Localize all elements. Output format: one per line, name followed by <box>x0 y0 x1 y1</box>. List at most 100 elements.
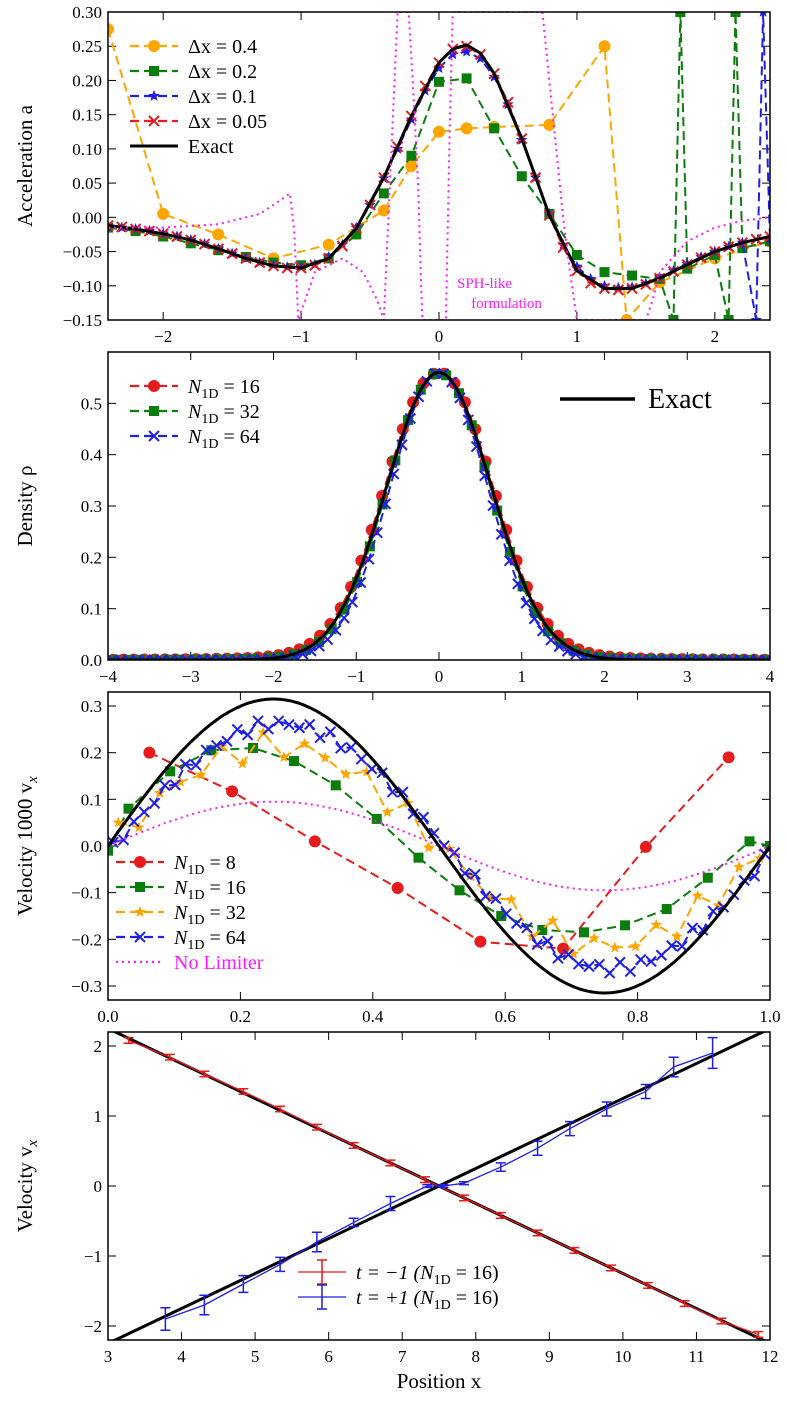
series-n1d-64-marker <box>221 735 233 747</box>
legend-label: N1D = 32 <box>187 401 260 427</box>
series-n1d-32-marker <box>547 914 559 926</box>
series-n1d-16-marker <box>371 813 382 824</box>
x-tick-label: 1 <box>518 667 527 686</box>
series-n1d-64-marker <box>117 834 130 846</box>
x-tick-label: 6 <box>324 1347 333 1366</box>
legend-label: N1D = 16 <box>173 877 246 903</box>
series-n1d-32-marker <box>657 654 668 660</box>
series-t-1-n1d-16-errorbar <box>164 1053 175 1061</box>
x-tick-label: 4 <box>766 667 775 686</box>
legend: t = −1 (N1D = 16)t = +1 (N1D = 16) <box>298 1259 499 1313</box>
y-tick-label: −0.1 <box>71 884 102 903</box>
series-n1d-16-line <box>108 746 770 934</box>
series-t-1-n1d-16-errorbar <box>532 1140 543 1156</box>
series-x-0-2-marker <box>489 123 500 134</box>
y-tick-label: 0.00 <box>72 208 102 227</box>
x-tick-label: 0.2 <box>230 1007 251 1026</box>
x-tick-label: 0.6 <box>495 1007 516 1026</box>
series-no-limiter <box>108 800 770 892</box>
series-n1d-64-marker <box>159 779 171 792</box>
series-n1d-32-marker <box>517 581 528 592</box>
x-tick-label: −1 <box>292 327 310 346</box>
series-n1d-16 <box>108 743 770 938</box>
series-x-0-2-marker <box>158 231 169 242</box>
x-tick-label: 0.0 <box>97 1007 118 1026</box>
series-t-1-n1d-16-errorbar <box>438 1183 449 1189</box>
series-n1d-64-marker <box>593 958 606 971</box>
series-n1d-32-marker <box>339 604 350 615</box>
series-t-1-n1d-16-errorbar <box>679 1300 690 1308</box>
series-n1d-16-marker <box>702 872 713 883</box>
series-n1d-16-marker <box>330 780 341 791</box>
series-n1d-32-marker <box>199 654 210 660</box>
series-x-0-05-marker <box>585 277 597 289</box>
series-n1d-32-marker <box>753 852 766 864</box>
series-exact-line <box>108 697 770 995</box>
series-n1d-32-marker <box>313 636 324 647</box>
series-t-1-n1d-16-errorbar <box>642 1281 653 1289</box>
series-n1d-64-marker <box>634 953 647 966</box>
series-n1d-32-marker <box>340 768 352 779</box>
series-t-1-n1d-16-errorbar <box>716 1317 727 1325</box>
series-n1d-64-marker <box>520 597 532 609</box>
series-exact-line <box>108 43 770 290</box>
series-t-1-n1d-16-errorbar <box>420 1176 431 1184</box>
x-tick-label: 2 <box>711 327 720 346</box>
series-n1d-64-marker <box>707 905 719 917</box>
series-x-0-1-marker <box>598 279 611 291</box>
series-x-0-4-marker <box>377 204 390 217</box>
axes-frame <box>107 11 771 321</box>
legend: Δx = 0.4 Δx = 0.2 Δx = 0.1 Δx = 0.05 Exact <box>130 36 267 158</box>
series-n1d-64-marker <box>614 956 626 968</box>
series-n1d-16-marker <box>289 756 300 767</box>
series-n1d-64-marker <box>428 827 440 840</box>
series-n1d-16-marker <box>108 845 113 856</box>
series-n1d-64-marker <box>335 742 347 754</box>
series-x-0-1-marker <box>460 45 473 57</box>
annotation-line1: SPH-like <box>457 276 512 292</box>
series-t-1-n1d-16-errorbar <box>160 1307 171 1331</box>
y-tick-label: 0 <box>94 1177 103 1196</box>
series-n1d-32-marker <box>298 737 311 749</box>
y-tick-label: 0.30 <box>72 3 102 22</box>
series-n1d-64-marker <box>572 958 585 970</box>
x-tick-label: 3 <box>683 667 692 686</box>
y-tick-label: −0.2 <box>71 930 102 949</box>
y-tick-label: −0.05 <box>63 243 102 262</box>
y-tick-label: 0.25 <box>72 37 102 56</box>
series-x-0-1-marker <box>433 62 445 73</box>
series-n1d-64-marker <box>603 967 616 979</box>
series-n1d-64-marker <box>283 718 295 731</box>
y-axis-label: Velocity vx <box>13 1139 41 1232</box>
series-n1d-32-marker <box>644 654 655 660</box>
series-n1d-32-marker <box>326 624 337 635</box>
series-x-0-1-marker <box>626 281 638 292</box>
y-tick-label: 0.20 <box>72 71 102 90</box>
y-tick-label: −1 <box>84 1247 102 1266</box>
legend-item: N1D = 32 <box>116 902 246 928</box>
series-t-1-n1d-16-line <box>128 1039 759 1336</box>
series-n1d-64-marker <box>169 779 181 791</box>
y-tick-label: 0.1 <box>81 600 102 619</box>
series-n1d-64-marker <box>241 729 254 741</box>
series-x-0-2-marker <box>461 73 472 84</box>
series-x-0-1-marker <box>447 48 459 60</box>
series-t-1-n1d-16-errorbar <box>238 1274 249 1294</box>
series-n1d-64-marker <box>138 806 150 818</box>
legend-marker <box>134 856 146 868</box>
series-n1d-64-marker <box>338 612 350 624</box>
series-x-0-4-marker <box>433 125 445 138</box>
series-n1d-64-marker <box>314 732 326 744</box>
series-exact-line <box>109 371 769 660</box>
legend-item-exact: Exact <box>560 384 712 415</box>
series-n1d-64-marker <box>448 846 461 859</box>
legend-item: N1D = 64 <box>130 426 260 452</box>
series-n1d-64-marker <box>272 715 285 727</box>
series-n1d-16-marker <box>454 885 465 896</box>
legend-marker <box>148 380 160 392</box>
legend-label: Δx = 0.05 <box>188 111 267 133</box>
series-t-1-n1d-16-errorbar <box>601 1101 612 1117</box>
series-x-0-2-marker <box>682 263 693 274</box>
